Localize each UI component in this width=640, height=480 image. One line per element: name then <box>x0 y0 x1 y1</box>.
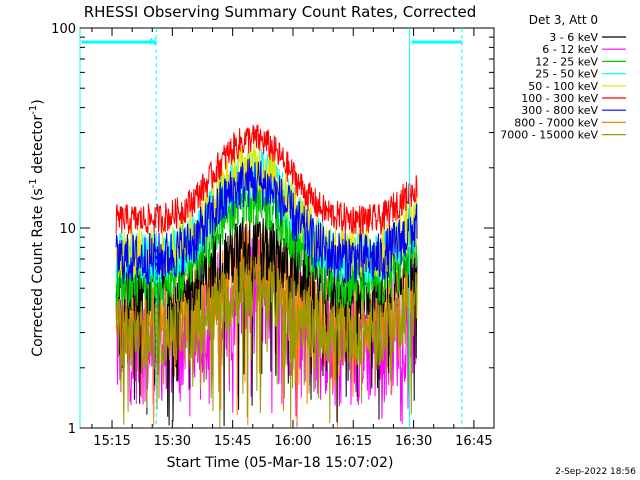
y-axis: 1 10 100 <box>51 22 494 437</box>
legend-label: 6 - 12 keV <box>542 43 598 56</box>
series-line <box>115 124 418 236</box>
series-line <box>115 140 418 279</box>
x-tick-label: 15:15 <box>93 434 130 449</box>
x-axis-label: Start Time (05-Mar-18 15:07:02) <box>167 455 394 471</box>
x-tick-label: 16:15 <box>335 434 372 449</box>
y-tick-label: 100 <box>51 22 76 37</box>
y-tick-label: 1 <box>68 422 76 437</box>
legend-label: 100 - 300 keV <box>521 92 598 105</box>
x-tick-label: 15:45 <box>214 434 251 449</box>
legend-title: Det 3, Att 0 <box>529 13 598 27</box>
legend-label: 800 - 7000 keV <box>514 116 598 129</box>
legend-label: 3 - 6 keV <box>549 31 598 44</box>
y-tick-label: 10 <box>59 222 76 237</box>
legend-label: 50 - 100 keV <box>528 80 598 93</box>
x-tick-label: 16:30 <box>395 434 432 449</box>
series-line <box>115 215 418 427</box>
x-tick-label: 15:30 <box>154 434 191 449</box>
night-label: N <box>149 37 156 48</box>
x-tick-label: 16:45 <box>455 434 492 449</box>
series-line <box>115 158 418 285</box>
chart-title: RHESSI Observing Summary Count Rates, Co… <box>84 3 477 21</box>
y-axis-label: Corrected Count Rate (s-1 detector-1) <box>28 99 46 356</box>
series-layer <box>115 124 418 428</box>
x-axis: 15:15 15:30 15:45 16:00 16:15 16:30 16:45 <box>91 28 495 449</box>
legend-label: 300 - 800 keV <box>521 104 598 117</box>
x-tick-label: 16:00 <box>274 434 311 449</box>
legend-label: 7000 - 15000 keV <box>500 129 598 142</box>
legend-label: 25 - 50 keV <box>535 68 598 81</box>
legend-label: 12 - 25 keV <box>535 55 598 68</box>
footer-timestamp: 2-Sep-2022 18:56 <box>555 467 636 477</box>
series-line <box>115 256 418 428</box>
